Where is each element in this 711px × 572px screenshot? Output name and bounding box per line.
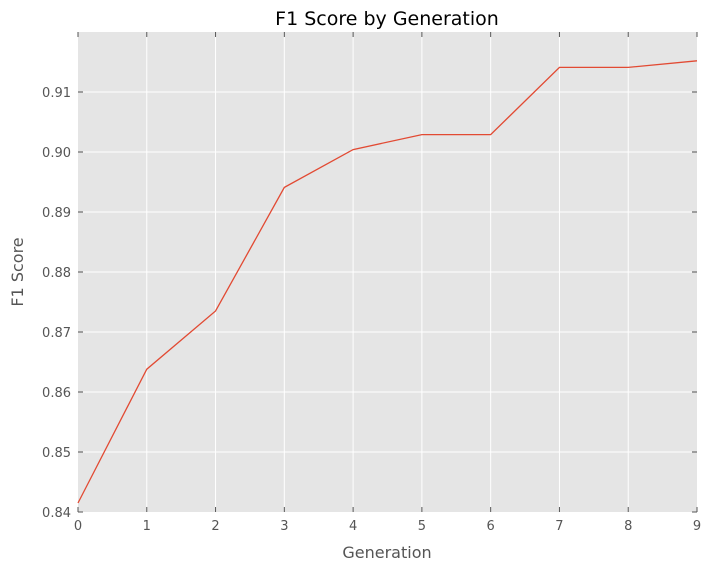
y-tick-label: 0.88: [42, 266, 71, 281]
x-tick-label: 8: [624, 519, 632, 534]
y-tick-label: 0.89: [42, 206, 71, 221]
x-tick-labels: 0 1 2 3 4 5 6 7 8 9: [74, 519, 701, 534]
chart-title: F1 Score by Generation: [275, 8, 499, 30]
y-tick-label: 0.85: [42, 446, 71, 461]
y-tick-label: 0.90: [42, 146, 71, 161]
x-tick-label: 5: [418, 519, 426, 534]
x-tick-label: 6: [487, 519, 495, 534]
x-tick-label: 1: [143, 519, 151, 534]
x-axis-title: Generation: [342, 543, 431, 562]
grid-lines: [78, 32, 697, 512]
x-tick-label: 2: [211, 519, 219, 534]
x-tick-label: 3: [280, 519, 288, 534]
x-tick-label: 0: [74, 519, 82, 534]
tick-marks: [77, 32, 698, 513]
y-axis-title: F1 Score: [8, 237, 27, 306]
y-tick-label: 0.91: [42, 86, 71, 101]
data-series: [77, 60, 698, 504]
y-tick-labels: 0.84 0.85 0.86 0.87 0.88 0.89 0.90 0.91: [42, 86, 71, 521]
x-tick-label: 7: [555, 519, 563, 534]
y-tick-label: 0.86: [42, 386, 71, 401]
y-tick-label: 0.84: [42, 506, 71, 521]
series-line-0: [77, 60, 698, 504]
x-tick-label: 4: [349, 519, 357, 534]
y-tick-label: 0.87: [42, 326, 71, 341]
x-tick-label: 9: [693, 519, 701, 534]
